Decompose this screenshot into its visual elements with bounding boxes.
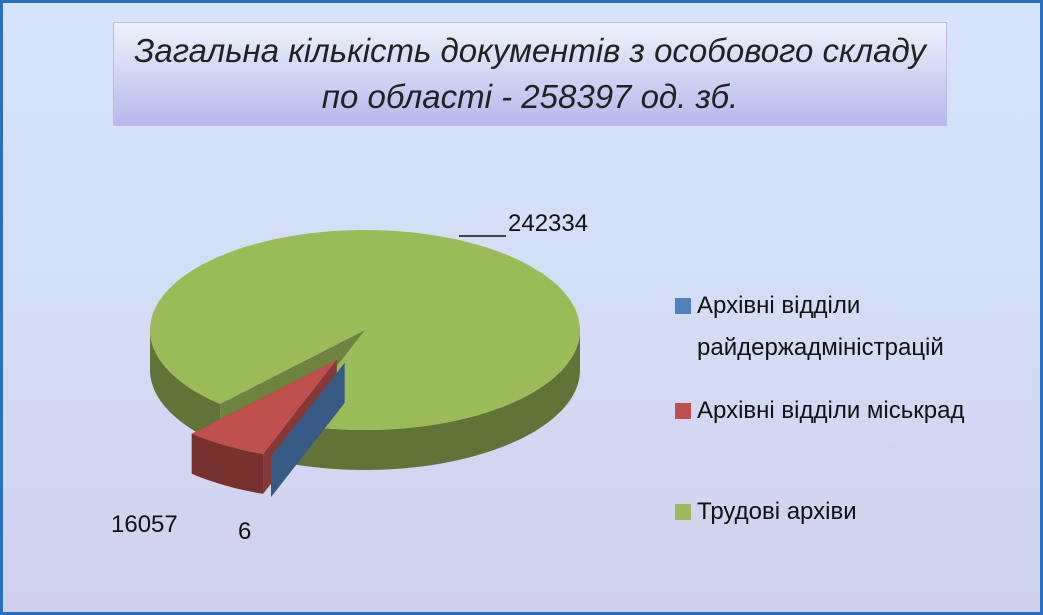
slice-side [150, 330, 221, 444]
data-label: 16057 [111, 511, 178, 538]
legend-swatch [675, 403, 691, 419]
slice [271, 362, 345, 497]
legend-label: Архівні відділи райдержадміністрацій [697, 292, 944, 361]
legend-item: Архівні відділи райдержадміністрацій [675, 285, 1025, 369]
title-box: Загальна кількість документів з особовог… [113, 22, 947, 126]
legend-swatch [675, 504, 691, 520]
slice-top [150, 230, 580, 430]
slice-side [291, 330, 580, 470]
chart-title: Загальна кількість документів з особовог… [134, 32, 926, 115]
slice-top [191, 359, 337, 454]
slice-side [191, 433, 264, 494]
legend-label: Трудові архіви [697, 498, 857, 525]
legend-item: Трудові архіви [675, 491, 1025, 533]
pie-area [150, 230, 580, 497]
legend-swatch [675, 298, 691, 314]
data-label: 6 [238, 518, 252, 545]
legend-item: Архівні відділи міськрад [675, 390, 1025, 432]
slice-face [271, 362, 345, 497]
data-label: 242334 [508, 210, 589, 237]
legend-label: Архівні відділи міськрад [697, 397, 965, 424]
slice-top [271, 362, 345, 457]
